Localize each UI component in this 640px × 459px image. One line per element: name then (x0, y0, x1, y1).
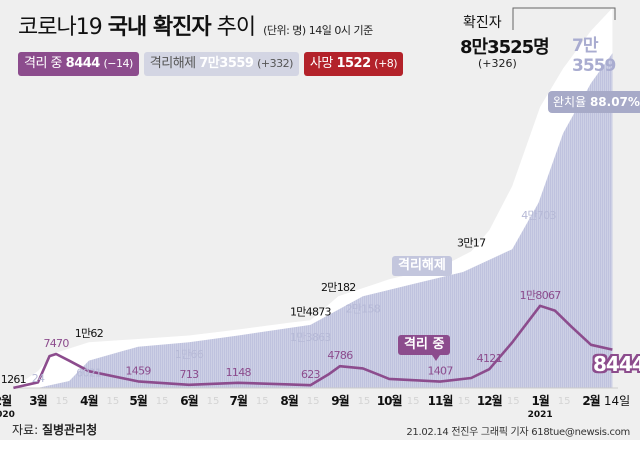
x-tick-label: 7월 (230, 393, 248, 408)
data-label: 1261 (1, 373, 26, 386)
series-line-isolation (13, 304, 613, 390)
badge-change: (+332) (257, 57, 293, 70)
title-suffix: 추이 (216, 15, 256, 40)
badge-label: 격리 중 (24, 56, 63, 71)
x-year-label: 2021 (528, 410, 553, 420)
badge-change: (−14) (103, 57, 133, 70)
x-tick-label: 8월 (280, 393, 298, 408)
x-tick-label: 2월 (582, 393, 600, 408)
x-mid-tick-label: 15 (307, 396, 320, 407)
badge-row: 격리 중 8444 (−14) 격리해제 7만3559 (+332) 사망 15… (18, 52, 404, 76)
x-mid-tick-label: 15 (558, 396, 571, 407)
data-label: 1407 (427, 365, 453, 378)
x-mid-tick-label: 15 (207, 396, 220, 407)
badge-value: 8444 (65, 56, 101, 71)
credit: 21.02.14 전진우 그래픽 기자 618tue@newsis.com (406, 427, 630, 438)
data-label: 713 (180, 368, 200, 381)
final-isolation-value: 8444 (593, 352, 640, 376)
isolation-badge: 격리 중 8444 (−14) (18, 52, 139, 76)
badge-label: 격리해제 (149, 56, 196, 71)
recovery-rate-label: 완치율 (553, 95, 587, 109)
recovery-rate-callout: 완치율 88.07% (548, 91, 640, 113)
x-tick-label: 6월 (180, 393, 198, 408)
x-mid-tick-label: 15 (256, 396, 269, 407)
source-label: 자료: (12, 423, 39, 437)
data-label: 1만3863 (290, 331, 332, 344)
released-total: 7만3559 (572, 36, 616, 76)
x-mid-tick-label: 15 (107, 396, 120, 407)
x-tick-label: 4월 (80, 393, 98, 408)
title-prefix: 코로나19 (18, 15, 103, 40)
badge-change: (+8) (374, 57, 398, 70)
x-tick-label: 1월 (531, 393, 549, 408)
x-tick-label: 12월 (477, 393, 503, 408)
data-label: 1만4873 (290, 305, 332, 318)
data-label: 3만17 (457, 236, 486, 249)
data-label: 1만66 (175, 348, 204, 361)
x-mid-tick-label: 15 (156, 396, 169, 407)
confirmed-value: 8만3525명 (460, 37, 550, 58)
subtitle: (단위: 명) 14일 0시 기준 (263, 24, 373, 37)
data-label: 24 (32, 372, 45, 385)
data-label: 1459 (125, 364, 151, 377)
deaths-badge: 사망 1522 (+8) (303, 52, 404, 76)
confirmed-bracket (512, 7, 616, 30)
data-label: 6021 (76, 367, 101, 380)
data-label: 4786 (327, 349, 353, 362)
x-tick-label: 10월 (377, 393, 403, 408)
x-year-label: 2020 (0, 410, 15, 420)
recovery-rate-value: 88.07% (589, 95, 640, 109)
x-tick-label: 5월 (129, 393, 147, 408)
x-tick-label: 9월 (331, 393, 349, 408)
data-label: 1148 (226, 366, 252, 379)
title-bold: 국내 확진자 (107, 15, 212, 40)
source-name: 질병관리청 (41, 423, 98, 437)
x-mid-tick-label: 15 (507, 396, 520, 407)
badge-value: 7만3559 (199, 56, 254, 71)
released-callout: 격리해제 (392, 256, 452, 276)
x-mid-tick-label: 15 (56, 396, 69, 407)
data-label: 1만62 (75, 327, 103, 340)
x-mid-tick-label: 15 (358, 396, 371, 407)
data-label: 2만182 (321, 281, 356, 294)
x-tick-label: 2월 (0, 393, 12, 408)
x-tick-label: 3월 (29, 393, 47, 408)
data-label: 1만8067 (520, 289, 562, 302)
x-end-label: 14일 (604, 394, 630, 408)
title-row: 코로나19 국내 확진자 추이 (단위: 명) 14일 0시 기준 (18, 9, 373, 41)
data-label: 2만158 (346, 302, 381, 315)
data-label: 4121 (477, 352, 502, 365)
released-badge: 격리해제 7만3559 (+332) (143, 52, 299, 76)
x-tick-label: 11월 (428, 393, 454, 408)
x-mid-tick-label: 15 (458, 396, 471, 407)
badge-value: 1522 (336, 56, 371, 71)
x-mid-tick-label: 15 (407, 396, 420, 407)
confirmed-change: (+326) (478, 57, 517, 70)
page-title: 코로나19 국내 확진자 추이 (18, 9, 256, 41)
confirmed-label: 확진자 (463, 15, 502, 31)
badge-label: 사망 (309, 56, 333, 71)
data-label: 4만703 (521, 209, 556, 222)
data-label: 7470 (43, 337, 69, 350)
source: 자료: 질병관리청 (12, 421, 97, 438)
data-label: 623 (301, 368, 321, 381)
isolation-callout: 격리 중 (398, 335, 451, 361)
series-area-1 (13, 53, 613, 389)
